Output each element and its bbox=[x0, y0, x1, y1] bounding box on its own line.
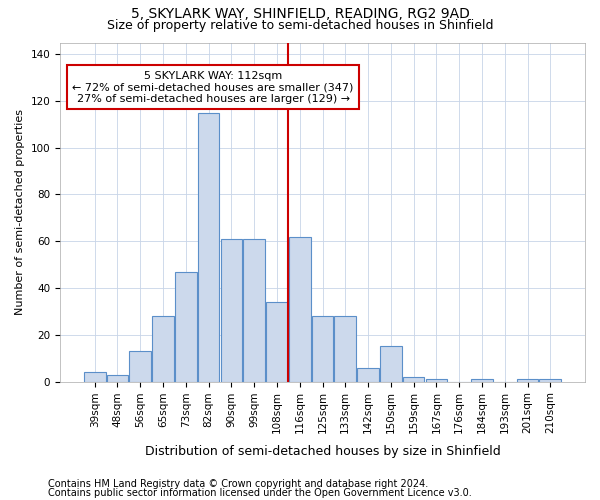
Text: 5, SKYLARK WAY, SHINFIELD, READING, RG2 9AD: 5, SKYLARK WAY, SHINFIELD, READING, RG2 … bbox=[131, 8, 469, 22]
Bar bbox=[380, 346, 401, 382]
Bar bbox=[403, 377, 424, 382]
Bar bbox=[244, 239, 265, 382]
Bar bbox=[334, 316, 356, 382]
Bar bbox=[539, 379, 561, 382]
Bar bbox=[130, 351, 151, 382]
Y-axis label: Number of semi-detached properties: Number of semi-detached properties bbox=[15, 109, 25, 315]
Text: Contains public sector information licensed under the Open Government Licence v3: Contains public sector information licen… bbox=[48, 488, 472, 498]
Bar bbox=[175, 272, 197, 382]
Bar bbox=[311, 316, 334, 382]
Bar bbox=[357, 368, 379, 382]
Bar bbox=[266, 302, 288, 382]
Bar bbox=[517, 379, 538, 382]
Text: Contains HM Land Registry data © Crown copyright and database right 2024.: Contains HM Land Registry data © Crown c… bbox=[48, 479, 428, 489]
Bar bbox=[152, 316, 174, 382]
Bar bbox=[471, 379, 493, 382]
Text: Size of property relative to semi-detached houses in Shinfield: Size of property relative to semi-detach… bbox=[107, 19, 493, 32]
Bar bbox=[198, 112, 220, 382]
X-axis label: Distribution of semi-detached houses by size in Shinfield: Distribution of semi-detached houses by … bbox=[145, 444, 500, 458]
Bar bbox=[221, 239, 242, 382]
Bar bbox=[107, 374, 128, 382]
Text: 5 SKYLARK WAY: 112sqm
← 72% of semi-detached houses are smaller (347)
27% of sem: 5 SKYLARK WAY: 112sqm ← 72% of semi-deta… bbox=[73, 70, 354, 104]
Bar bbox=[84, 372, 106, 382]
Bar bbox=[425, 379, 447, 382]
Bar bbox=[289, 236, 311, 382]
